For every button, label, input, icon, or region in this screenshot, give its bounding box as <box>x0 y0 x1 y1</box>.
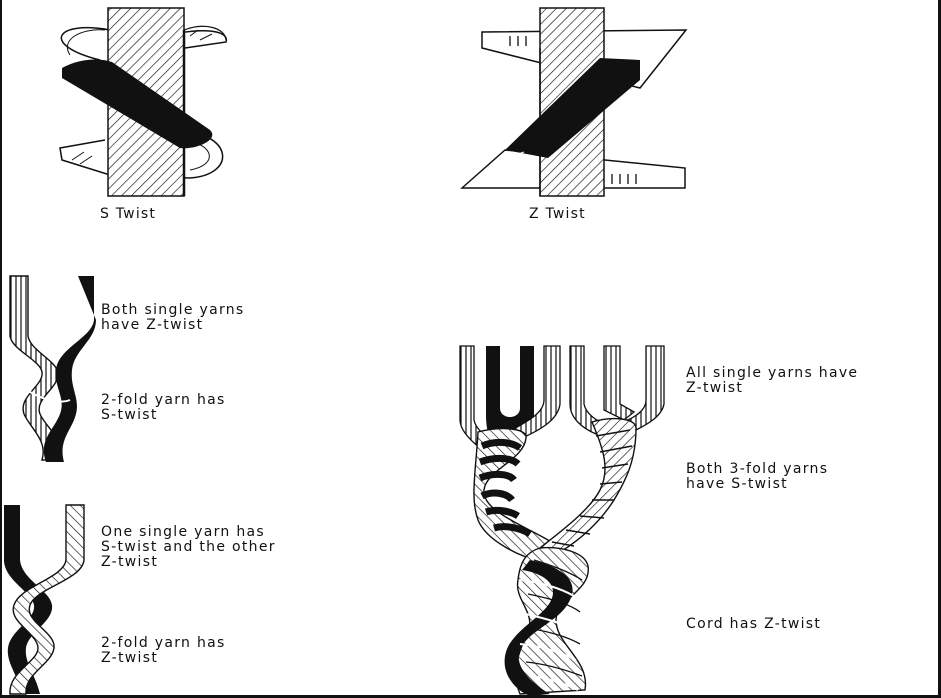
cord-label: Cord has Z-twist <box>686 616 822 632</box>
all-single-label-line2: Z-twist <box>686 380 744 396</box>
twofold-z-label-line1: 2-fold yarn has <box>101 635 226 651</box>
twofold-s-label-line1: 2-fold yarn has <box>101 392 226 408</box>
both-3fold-label-line2: have S-twist <box>686 476 788 492</box>
twofold-z-label-line2: Z-twist <box>101 650 159 666</box>
z-twist-black-band <box>505 58 640 158</box>
two-fold-z-figure <box>4 504 85 695</box>
strand-hatched-2 <box>9 504 85 695</box>
s-twist-caption: S Twist <box>100 206 157 222</box>
all-single-label-line1: All single yarns have <box>686 365 859 381</box>
z-twist-figure <box>460 7 688 197</box>
one-single-label-line2: S-twist and the other <box>101 539 276 555</box>
both-single-z-label-line1: Both single yarns <box>101 302 245 318</box>
s-twist-figure <box>59 7 227 197</box>
cord-right-yarn-b <box>603 345 636 421</box>
one-single-label-line1: One single yarn has <box>101 524 265 540</box>
cord-right-3fold <box>538 417 637 553</box>
twofold-s-label-line2: S-twist <box>101 407 158 423</box>
z-twist-caption: Z Twist <box>529 206 586 222</box>
cord-black-strand <box>504 560 573 696</box>
cord-figure <box>459 345 665 696</box>
strand-black-2 <box>4 505 53 694</box>
strand-black <box>43 276 96 462</box>
cord-right-yarn-c <box>626 345 665 431</box>
cord-left-yarn-b <box>486 346 534 444</box>
two-fold-s-figure <box>9 275 96 462</box>
both-3fold-label-line1: Both 3-fold yarns <box>686 461 829 477</box>
both-single-z-label-line2: have Z-twist <box>101 317 204 333</box>
s-twist-black-band <box>62 59 213 149</box>
one-single-label-line3: Z-twist <box>101 554 159 570</box>
